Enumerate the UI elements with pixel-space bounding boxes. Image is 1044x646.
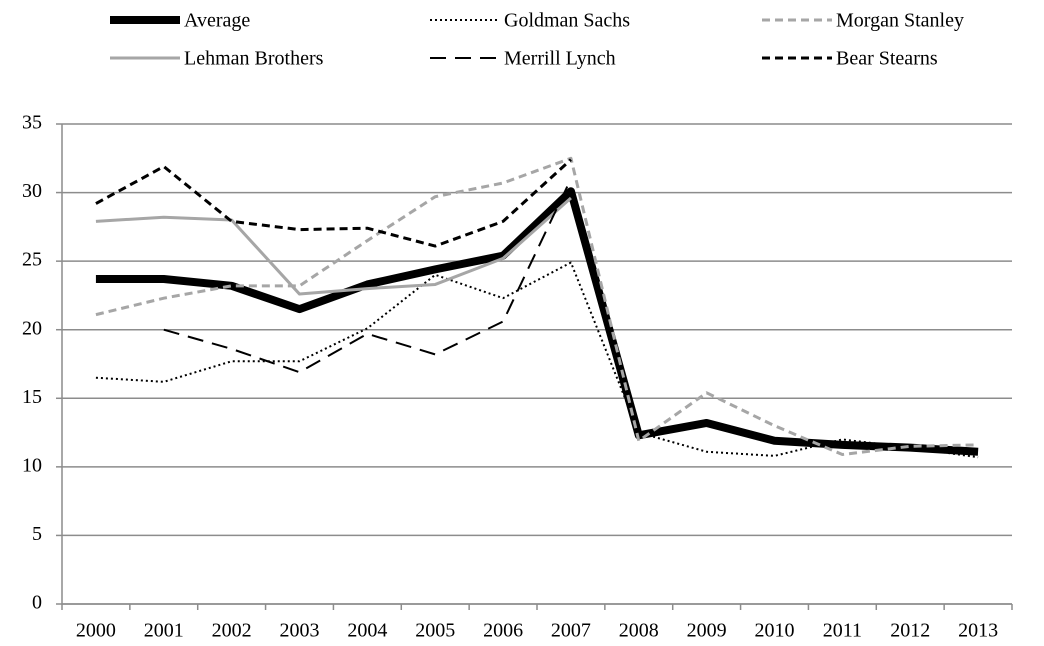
series-line	[95, 158, 572, 248]
series-line	[95, 187, 979, 456]
x-tick-label: 2005	[415, 620, 455, 642]
x-tick-label: 2006	[483, 620, 523, 642]
x-tick-label: 2009	[687, 620, 727, 642]
y-tick-label: 0	[32, 592, 42, 614]
x-tick-label: 2004	[347, 620, 387, 642]
y-tick-label: 5	[32, 523, 42, 545]
x-tick-label: 2013	[958, 620, 998, 642]
legend-label: Lehman Brothers	[184, 48, 324, 70]
legend-label: Morgan Stanley	[836, 10, 964, 32]
y-tick-label: 35	[22, 112, 42, 134]
y-tick-label: 20	[22, 317, 42, 339]
y-tick-label: 10	[22, 454, 42, 476]
x-tick-label: 2011	[823, 620, 862, 642]
series-line	[95, 261, 979, 459]
legend-label: Bear Stearns	[836, 48, 938, 70]
x-tick-label: 2007	[551, 620, 591, 642]
x-tick-label: 2003	[280, 620, 320, 642]
legend-label: Merrill Lynch	[504, 48, 616, 70]
series-line	[95, 156, 979, 457]
x-tick-label: 2010	[755, 620, 795, 642]
series-line	[95, 196, 572, 296]
x-tick-label: 2001	[144, 620, 184, 642]
y-tick-label: 25	[22, 249, 42, 271]
x-tick-label: 2002	[212, 620, 252, 642]
y-tick-label: 30	[22, 180, 42, 202]
x-tick-label: 2008	[619, 620, 659, 642]
legend-label: Goldman Sachs	[504, 10, 630, 32]
x-tick-label: 2000	[76, 620, 116, 642]
legend-label: Average	[184, 10, 250, 32]
series-line	[163, 178, 572, 374]
y-tick-label: 15	[22, 386, 42, 408]
x-tick-label: 2012	[890, 620, 930, 642]
